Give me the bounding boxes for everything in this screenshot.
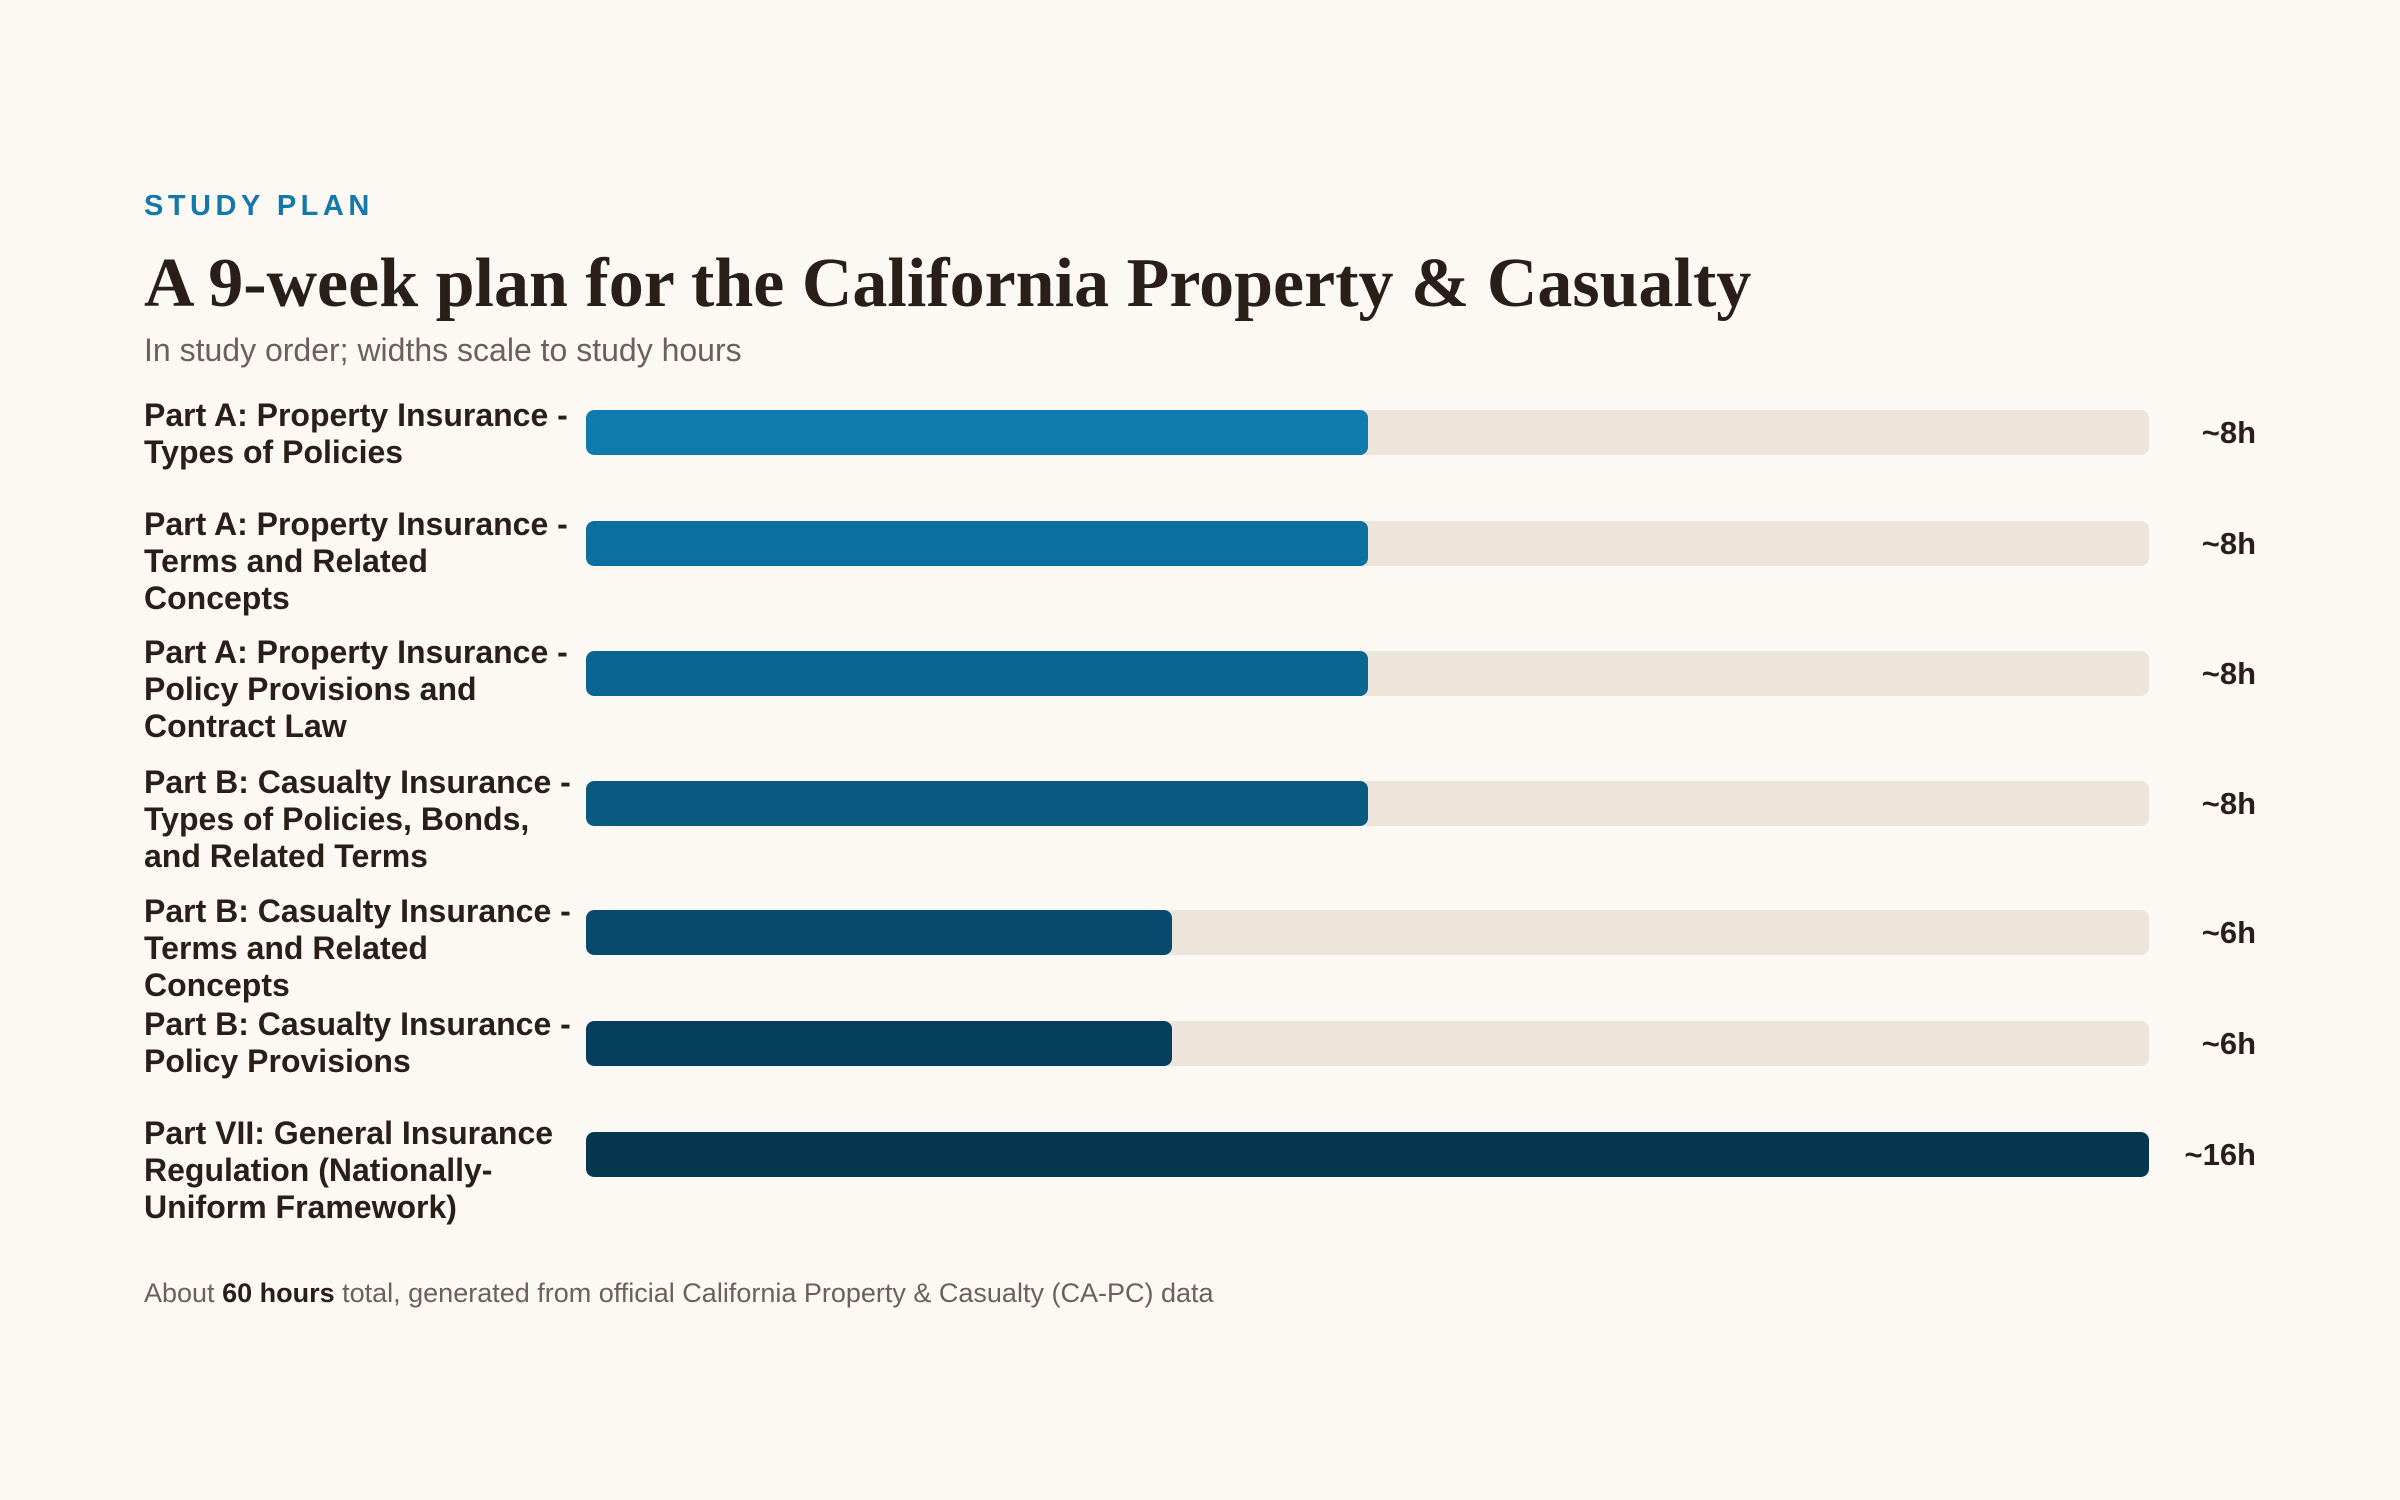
bar-fill [586, 410, 1368, 455]
footer-prefix: About [144, 1278, 223, 1308]
bar-row: Part B: Casualty Insurance - Types of Po… [144, 764, 2256, 874]
study-plan-card: STUDY PLAN A 9-week plan for the Califor… [144, 188, 2256, 1225]
bar-row: Part VII: General Insurance Regulation (… [144, 1115, 2256, 1225]
footer-note: About 60 hours total, generated from off… [144, 1276, 1214, 1310]
bar-value-label: ~8h [2201, 786, 2256, 821]
bar-fill [586, 1021, 1172, 1066]
footer-suffix: total, generated from official Californi… [334, 1278, 1214, 1308]
page-subtitle: In study order; widths scale to study ho… [144, 332, 742, 368]
bar-fill [586, 651, 1368, 696]
bar-fill [586, 1132, 2149, 1177]
bar-track [586, 1021, 2149, 1066]
bar-row: Part B: Casualty Insurance - Policy Prov… [144, 1006, 2256, 1079]
bar-category-label: Part B: Casualty Insurance - Terms and R… [144, 893, 571, 1003]
bar-row: Part A: Property Insurance - Types of Po… [144, 397, 2256, 470]
eyebrow-label: STUDY PLAN [144, 190, 374, 222]
bar-category-label: Part A: Property Insurance - Terms and R… [144, 506, 568, 616]
bar-track [586, 910, 2149, 955]
bar-track [586, 410, 2149, 455]
bar-value-label: ~8h [2201, 656, 2256, 691]
bar-value-label: ~6h [2201, 1026, 2256, 1061]
bar-track [586, 781, 2149, 826]
bar-track [586, 521, 2149, 566]
bar-category-label: Part B: Casualty Insurance - Types of Po… [144, 764, 571, 874]
bar-category-label: Part VII: General Insurance Regulation (… [144, 1115, 554, 1225]
bar-fill [586, 781, 1368, 826]
page-title: A 9-week plan for the California Propert… [144, 245, 1752, 322]
bar-track [586, 1132, 2149, 1177]
bar-value-label: ~6h [2201, 915, 2256, 950]
bar-category-label: Part B: Casualty Insurance - Policy Prov… [144, 1006, 571, 1079]
bar-category-label: Part A: Property Insurance - Policy Prov… [144, 634, 568, 744]
bar-row: Part B: Casualty Insurance - Terms and R… [144, 893, 2256, 1003]
bar-value-label: ~8h [2201, 526, 2256, 561]
bar-value-label: ~8h [2201, 415, 2256, 450]
bar-fill [586, 521, 1368, 566]
bar-row: Part A: Property Insurance - Terms and R… [144, 506, 2256, 616]
bar-value-label: ~16h [2184, 1137, 2256, 1172]
bar-category-label: Part A: Property Insurance - Types of Po… [144, 397, 568, 470]
bar-fill [586, 910, 1172, 955]
footer-total-hours: 60 hours [222, 1278, 335, 1308]
bar-track [586, 651, 2149, 696]
bar-row: Part A: Property Insurance - Policy Prov… [144, 634, 2256, 744]
